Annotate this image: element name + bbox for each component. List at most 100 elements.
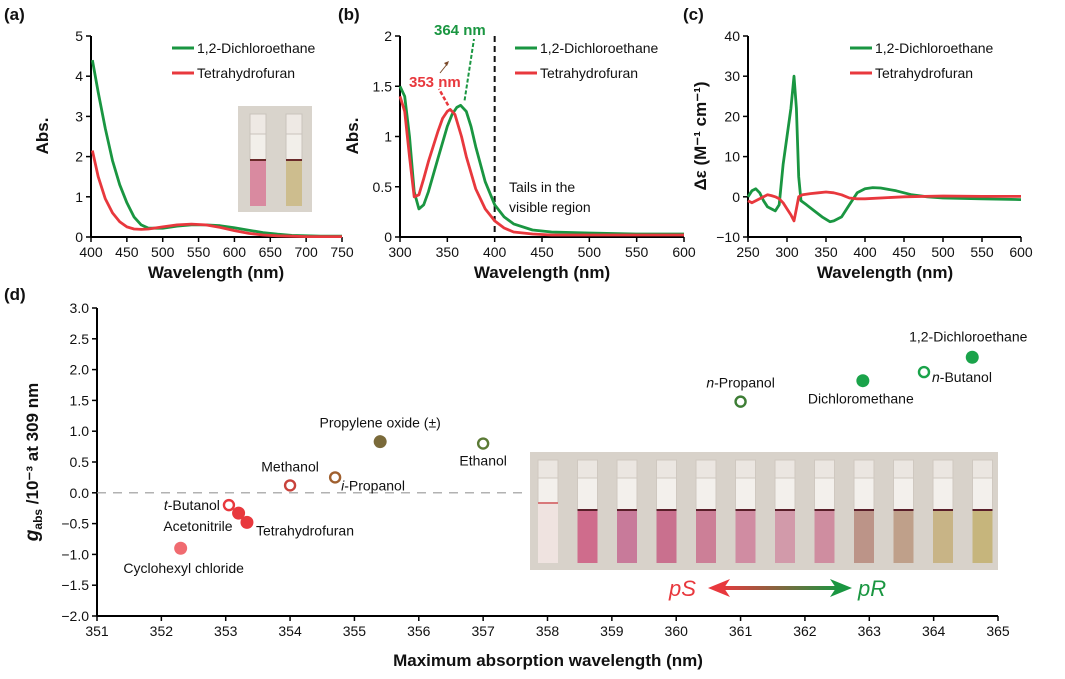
cuvette-cap	[814, 459, 835, 479]
pR-label: pR	[857, 576, 886, 601]
data-point-group: Methanol	[261, 458, 319, 492]
data-point-group: Tetrahydrofuran	[240, 515, 354, 538]
x-tick-label: 550	[970, 244, 994, 260]
cuvette-glass	[814, 477, 835, 511]
data-point	[222, 498, 236, 512]
cuvette-glass	[656, 477, 677, 511]
data-point-group: n-Butanol	[917, 365, 992, 385]
legend-label: Tetrahydrofuran	[197, 65, 295, 81]
series-line-dichloroethane	[398, 85, 684, 236]
data-point	[856, 374, 870, 388]
y-axis-title: Abs.	[33, 118, 52, 155]
panel-c: 250 300 350 400 450 500 550 600 −10 0 10 20 30 40 (c) W…	[683, 5, 1033, 282]
x-tick-label: 550	[187, 244, 211, 260]
data-point	[240, 515, 254, 529]
data-point	[734, 395, 747, 408]
data-point	[965, 350, 979, 364]
cuvette-solution	[250, 160, 266, 206]
x-tick-label: 450	[892, 244, 916, 260]
cuvette-solution	[538, 503, 558, 563]
cuvette-series-photo	[530, 452, 998, 570]
panel-b: 300 350 400 450 500 550 600 0 0.5 1 1.5 2 (b) Wavelen…	[338, 5, 696, 282]
y-tick-label: 4	[75, 68, 83, 84]
x-tick-label: 750	[330, 244, 354, 260]
data-point-label: 1,2-Dichloroethane	[909, 328, 1028, 344]
cuvette-solution	[577, 510, 598, 563]
x-tick-label: 600	[223, 244, 247, 260]
x-tick-label: 355	[343, 623, 367, 639]
y-tick-label: −1.0	[61, 546, 89, 562]
panel-a: 400 450 500 550 600 650 700 750 0 1 2 3 4 5 (a) Wavelen…	[4, 5, 354, 282]
cuvette-cap	[249, 113, 267, 135]
x-tick-label: 350	[436, 244, 460, 260]
legend-label: 1,2-Dichloroethane	[540, 40, 659, 56]
y-tick-label: 40	[724, 28, 740, 44]
x-tick-label: 352	[150, 623, 174, 639]
panel-label: (d)	[4, 285, 26, 304]
panel-label: (b)	[338, 5, 360, 24]
x-tick-label: 353	[214, 623, 238, 639]
shift-arrow-head	[444, 61, 449, 66]
data-point	[174, 541, 188, 555]
cuvette-cap	[972, 459, 993, 479]
data-point-label: Acetonitrile	[163, 518, 232, 534]
y-tick-label: −1.5	[61, 577, 89, 593]
cuvette-cap	[774, 459, 796, 479]
x-tick-label: 500	[151, 244, 175, 260]
data-point-group: Cyclohexyl chloride	[123, 541, 244, 576]
cuvette-solution	[814, 510, 835, 563]
series-line-dichloroethane	[746, 74, 1022, 224]
cuvette-glass	[853, 477, 875, 511]
data-point	[373, 435, 387, 449]
y-tick-label: 5	[75, 28, 83, 44]
data-point-group: i-Propanol	[328, 471, 405, 493]
panel-label: (c)	[683, 5, 704, 24]
cuvette-cap	[537, 459, 559, 479]
cuvette-cap	[285, 113, 303, 135]
cuvette-glass	[577, 477, 598, 511]
x-axis-title: Maximum absorption wavelength (nm)	[393, 651, 703, 670]
data-point-label: Dichloromethane	[808, 391, 914, 407]
y-axis-title: gabs /10⁻³ at 309 nm	[22, 383, 45, 542]
series-line-tetrahydrofuran	[747, 190, 1021, 223]
pS-label: pS	[668, 576, 696, 601]
x-tick-label: 363	[858, 623, 882, 639]
x-tick-label: 250	[736, 244, 760, 260]
y-tick-label: 20	[724, 108, 740, 124]
cuvette-solution	[933, 510, 953, 563]
y-tick-label: 2.0	[70, 362, 90, 378]
y-tick-label: 3.0	[70, 300, 90, 316]
y-tick-label: 1.5	[70, 392, 90, 408]
x-tick-label: 359	[600, 623, 624, 639]
data-point	[917, 365, 931, 379]
cuvette-solution	[286, 160, 302, 206]
data-point-group: n-Propanol	[706, 375, 775, 408]
arrow-head-right	[830, 579, 852, 597]
cuvette-glass	[932, 477, 954, 511]
x-tick-label: 364	[922, 623, 946, 639]
x-tick-label: 358	[536, 623, 560, 639]
x-tick-label: 550	[625, 244, 649, 260]
cuvette-solution	[696, 510, 716, 563]
cuvette-cap	[932, 459, 954, 479]
cuvette-photo-inset	[238, 106, 312, 212]
y-tick-label: 10	[724, 149, 740, 165]
data-point	[328, 471, 342, 484]
data-point-label: n-Propanol	[706, 375, 775, 391]
chirality-arrow: pS pR	[668, 576, 886, 601]
y-tick-label: 3	[75, 108, 83, 124]
cuvette-glass	[972, 477, 993, 511]
tails-annotation-line1: Tails in the	[509, 179, 575, 195]
x-tick-label: 360	[665, 623, 689, 639]
series-line-tetrahydrofuran	[398, 95, 684, 237]
cuvette-cap	[735, 459, 756, 479]
cuvette-solution	[656, 510, 677, 563]
cuvette-cap	[893, 459, 914, 479]
cuvette-glass	[537, 477, 559, 504]
cuvette-glass	[616, 477, 638, 511]
arrow-head-left	[708, 579, 730, 597]
x-axis-title: Wavelength (nm)	[148, 263, 284, 282]
x-tick-label: 362	[793, 623, 817, 639]
cuvette-cap	[616, 459, 638, 479]
